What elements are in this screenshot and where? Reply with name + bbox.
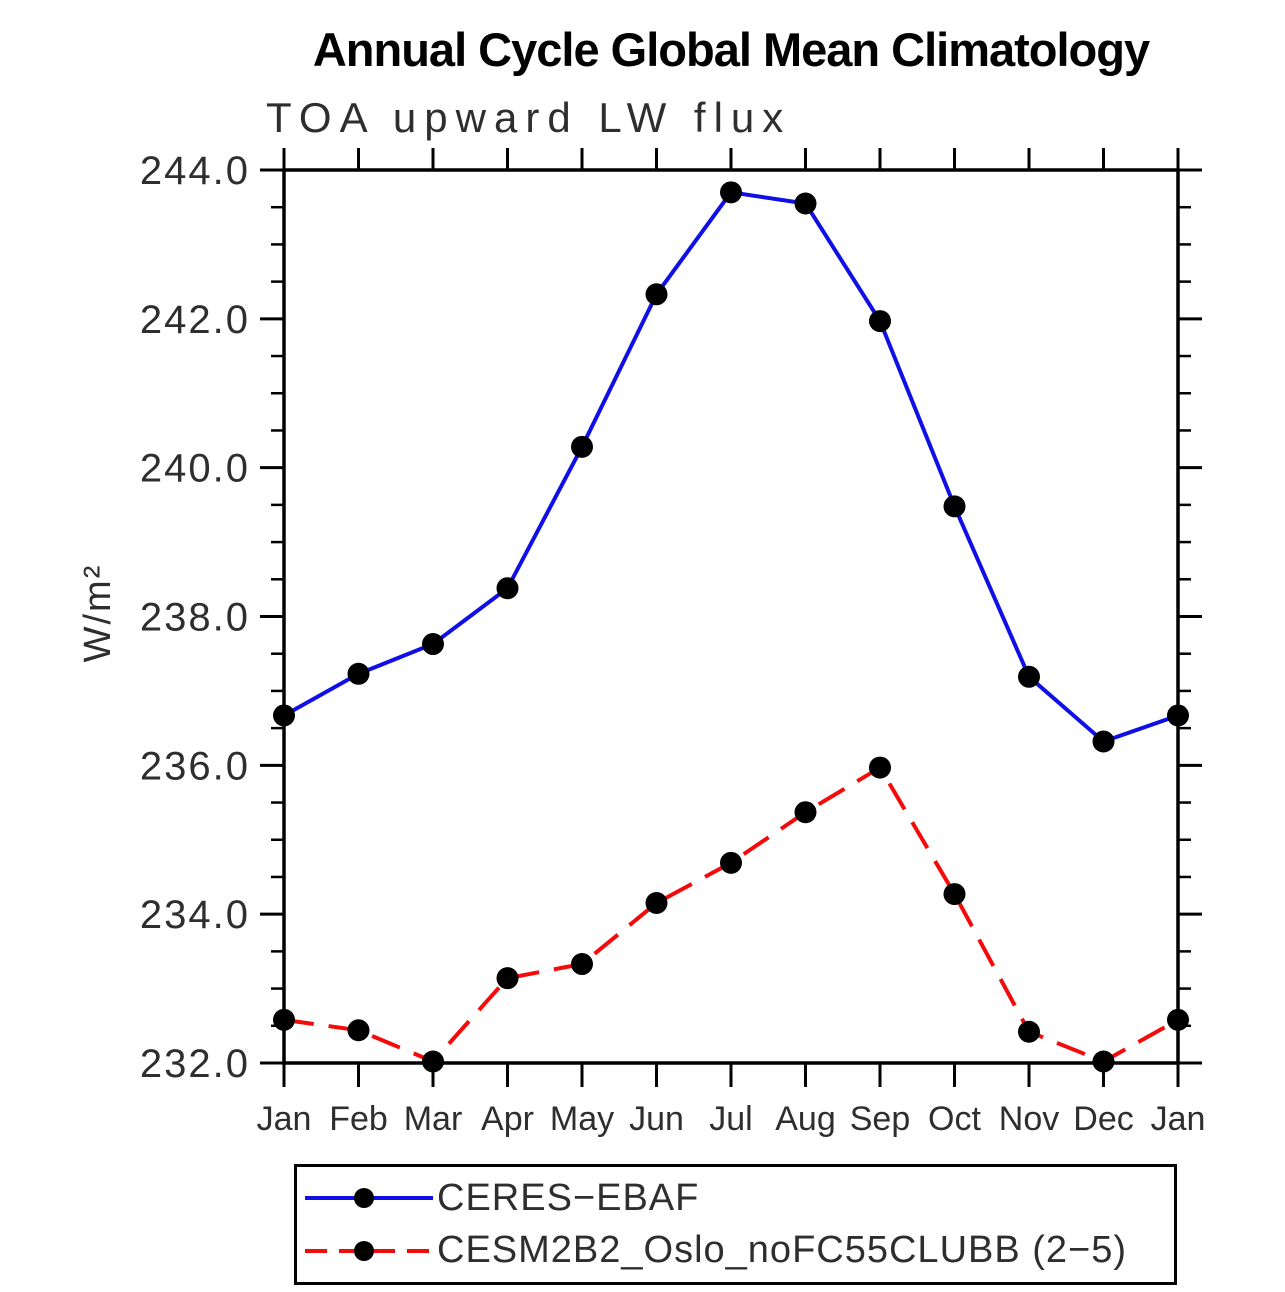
- data-point-series-1: [645, 892, 668, 915]
- legend-sample-cesm2b2: [305, 1240, 433, 1261]
- legend: CERES−EBAF CESM2B2_Oslo_noFC55CLUBB (2−5…: [294, 1164, 1177, 1285]
- x-tick-label: Jul: [709, 1100, 752, 1138]
- data-point-series-0: [1018, 665, 1040, 688]
- x-tick-label: Sep: [850, 1100, 911, 1138]
- data-point-series-0: [869, 310, 891, 333]
- legend-sample-ceres-ebaf: [305, 1188, 433, 1209]
- data-point-series-1: [1092, 1050, 1115, 1073]
- data-point-series-0: [571, 435, 593, 458]
- x-tick-label: Jan: [257, 1100, 312, 1138]
- legend-marker: [354, 1188, 374, 1209]
- data-point-series-1: [273, 1008, 295, 1031]
- data-point-series-0: [1167, 704, 1189, 727]
- y-tick-label: 242.0: [140, 298, 250, 342]
- x-tick-label: Feb: [329, 1100, 388, 1138]
- x-tick-label: Jun: [629, 1100, 684, 1138]
- data-point-series-0: [720, 181, 742, 204]
- x-tick-label: Mar: [404, 1100, 463, 1138]
- data-point-series-0: [1092, 730, 1115, 753]
- legend-marker: [354, 1240, 374, 1261]
- data-point-series-1: [794, 801, 817, 824]
- legend-item-ceres-ebaf: CERES−EBAF: [301, 1177, 1174, 1220]
- data-point-series-0: [943, 495, 966, 518]
- data-point-series-0: [645, 283, 668, 306]
- y-tick-label: 236.0: [140, 744, 250, 788]
- y-tick-label: 232.0: [140, 1042, 250, 1086]
- data-point-series-0: [347, 662, 370, 685]
- y-tick-label: 234.0: [140, 893, 250, 937]
- x-tick-label: Oct: [928, 1100, 981, 1138]
- chart-subtitle: TOA upward LW flux: [266, 94, 792, 141]
- y-tick-label: 238.0: [140, 596, 250, 640]
- x-tick-label: Apr: [481, 1100, 534, 1138]
- x-tick-label: May: [550, 1100, 614, 1138]
- data-point-series-1: [1018, 1020, 1040, 1043]
- x-tick-label: Aug: [775, 1100, 836, 1138]
- x-tick-label: Dec: [1073, 1100, 1133, 1138]
- data-point-series-0: [273, 704, 295, 727]
- data-point-series-1: [571, 953, 593, 976]
- data-point-series-1: [496, 967, 519, 990]
- series-line-1: [283, 764, 1179, 1064]
- data-point-series-0: [422, 633, 444, 656]
- data-point-series-1: [422, 1050, 444, 1073]
- data-point-series-1: [720, 851, 742, 874]
- plot-frame: [282, 168, 1180, 1065]
- data-point-series-0: [794, 192, 817, 215]
- legend-item-cesm2b2: CESM2B2_Oslo_noFC55CLUBB (2−5): [301, 1229, 1174, 1272]
- data-point-series-1: [943, 883, 966, 906]
- legend-label-cesm2b2: CESM2B2_Oslo_noFC55CLUBB (2−5): [437, 1229, 1128, 1272]
- data-point-series-1: [1167, 1008, 1189, 1031]
- y-tick-label: 240.0: [140, 447, 250, 491]
- series-line-0: [283, 190, 1179, 744]
- y-tick-label: 244.0: [140, 149, 250, 193]
- chart-title: Annual Cycle Global Mean Climatology: [312, 23, 1150, 76]
- x-tick-label: Nov: [999, 1100, 1059, 1138]
- legend-label-ceres-ebaf: CERES−EBAF: [437, 1176, 700, 1219]
- data-point-series-0: [496, 577, 519, 600]
- data-point-series-1: [869, 756, 891, 779]
- data-point-series-1: [347, 1019, 370, 1042]
- x-tick-label: Jan: [1151, 1100, 1206, 1138]
